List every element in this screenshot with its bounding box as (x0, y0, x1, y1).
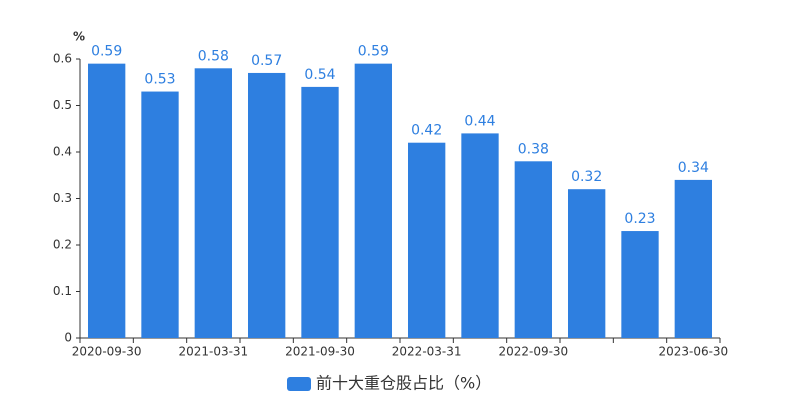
y-tick-label: 0 (64, 331, 72, 345)
x-tick-label: 2021-03-31 (178, 345, 248, 359)
bar (408, 142, 446, 338)
bar (248, 72, 286, 338)
bar (141, 91, 179, 338)
value-label: 0.32 (571, 169, 602, 185)
x-tick-label: 2022-03-31 (392, 345, 462, 359)
value-label: 0.42 (411, 123, 442, 139)
y-tick-label: 0.5 (53, 98, 72, 112)
x-tick-label: 2022-09-30 (498, 345, 568, 359)
value-label: 0.58 (198, 48, 229, 64)
value-label: 0.59 (91, 44, 122, 60)
bar (674, 179, 712, 338)
y-tick-label: 0.4 (53, 145, 72, 159)
bar (354, 63, 392, 339)
y-tick-label: 0.3 (53, 191, 72, 205)
y-tick-label: 0.1 (53, 284, 72, 298)
bar (514, 161, 552, 338)
bar (461, 133, 499, 338)
bar (88, 63, 126, 339)
value-label: 0.34 (678, 160, 709, 176)
legend-swatch (287, 377, 311, 391)
x-tick-label: 2023-06-30 (658, 345, 728, 359)
value-label: 0.59 (358, 44, 389, 60)
x-tick-label: 2020-09-30 (72, 345, 142, 359)
value-label: 0.53 (144, 72, 175, 88)
y-tick-label: 0.6 (53, 52, 72, 66)
value-label: 0.38 (518, 141, 549, 157)
value-label: 0.23 (624, 211, 655, 227)
value-label: 0.44 (464, 113, 495, 129)
bar (568, 189, 606, 338)
bar (301, 86, 339, 339)
y-tick-label: 0.2 (53, 238, 72, 252)
legend-label: 前十大重仓股占比（%） (316, 374, 491, 393)
x-tick-label: 2021-09-30 (285, 345, 355, 359)
bar (194, 68, 232, 339)
value-label: 0.57 (251, 53, 282, 69)
bar (621, 231, 659, 338)
unit-label: % (73, 30, 85, 44)
value-label: 0.54 (304, 67, 335, 83)
